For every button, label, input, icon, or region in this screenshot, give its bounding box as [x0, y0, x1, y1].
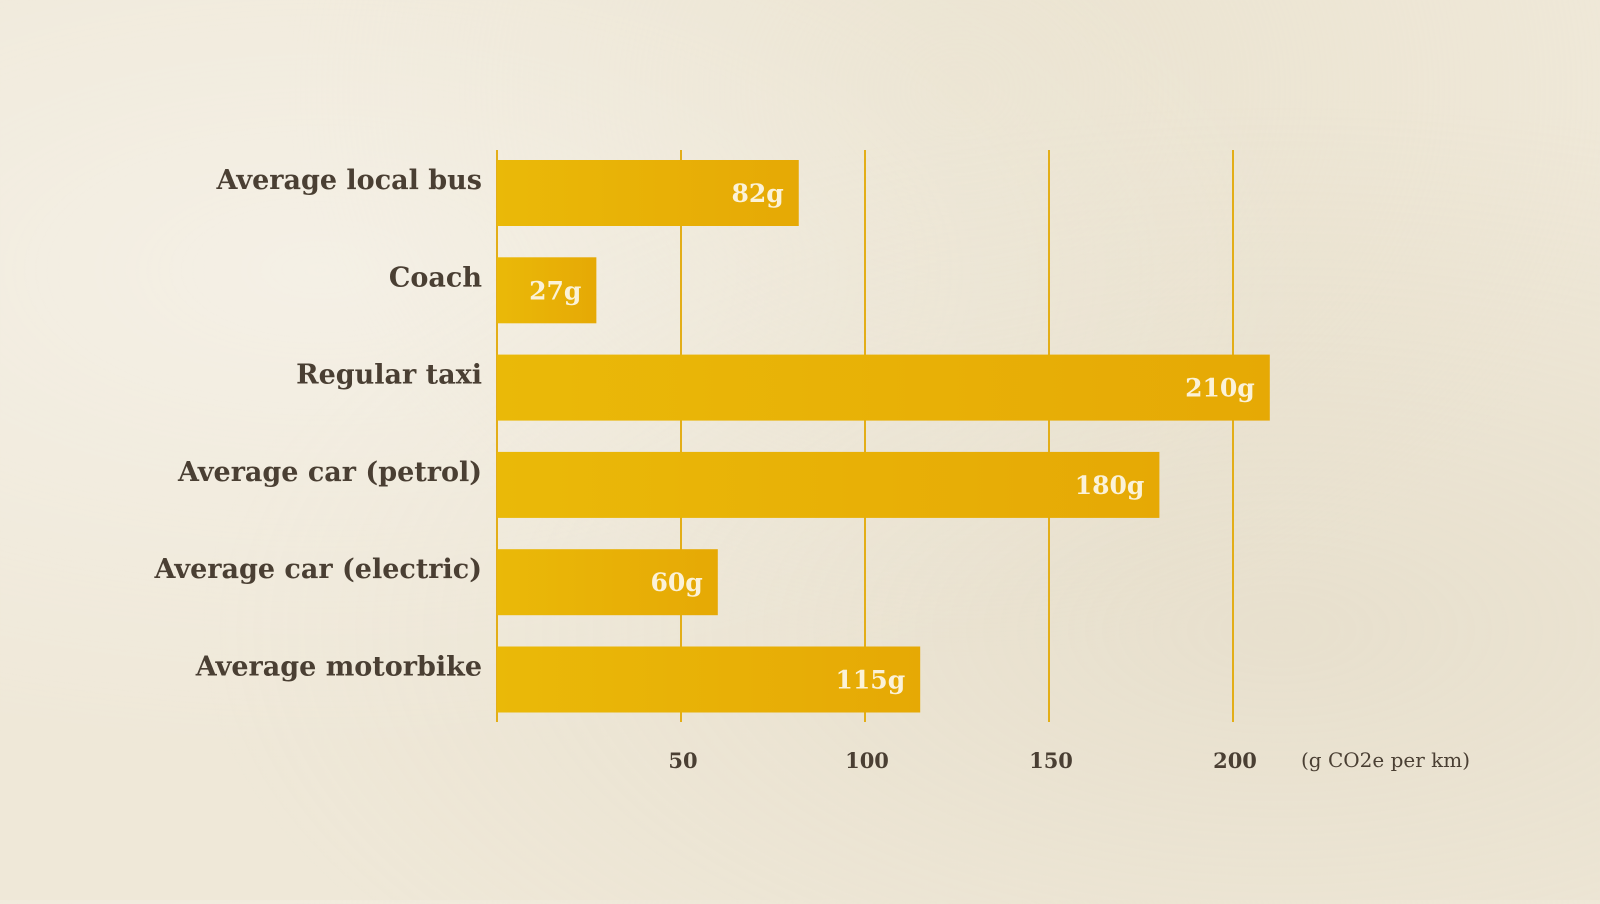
value-label-regular-taxi: 210g [1185, 374, 1255, 403]
grid-lines [496, 150, 1234, 722]
bar-average-motorbike [497, 646, 921, 713]
bar-coach [497, 257, 597, 324]
value-label-average-motorbike: 115g [836, 666, 906, 695]
value-label-average-local-bus: 82g [731, 179, 783, 208]
category-label-coach: Coach [389, 262, 482, 293]
value-label-coach: 27g [529, 276, 581, 305]
value-label-average-car-petrol: 180g [1075, 471, 1145, 500]
category-label-average-motorbike: Average motorbike [195, 652, 482, 683]
category-label-average-local-bus: Average local bus [216, 165, 482, 196]
x-axis-ticks: 50 100 150 200 [668, 748, 1257, 773]
bar-average-car-electric [497, 549, 718, 616]
category-label-regular-taxi: Regular taxi [296, 360, 482, 391]
category-labels: Average local bus Coach Regular taxi Averag… [154, 165, 483, 683]
category-label-average-car-electric: Average car (electric) [154, 554, 482, 585]
bars: 82g 27g 210g 180g 60g 115g [497, 160, 1270, 713]
category-label-average-car-petrol: Average car (petrol) [177, 457, 482, 488]
x-axis-unit-label: (g CO2e per km) [1301, 748, 1470, 772]
x-tick-label-50: 50 [668, 748, 697, 773]
x-tick-label-100: 100 [845, 748, 889, 773]
x-tick-label-200: 200 [1213, 748, 1257, 773]
value-label-average-car-electric: 60g [651, 568, 703, 597]
bar-average-local-bus [497, 160, 799, 226]
bar-regular-taxi [497, 354, 1270, 421]
x-tick-label-150: 150 [1029, 748, 1073, 773]
bar-average-car-petrol [497, 451, 1160, 518]
